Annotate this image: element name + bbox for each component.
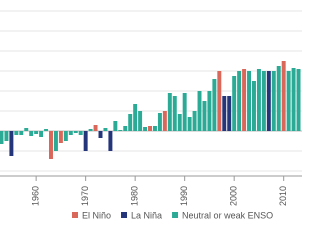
- bar: [237, 71, 242, 131]
- bar: [39, 131, 44, 137]
- bar: [232, 76, 237, 131]
- bar: [88, 129, 93, 131]
- bar: [4, 131, 9, 141]
- bar: [98, 131, 103, 138]
- legend-label: La Niña: [131, 210, 162, 220]
- bar: [242, 69, 247, 131]
- bar: [192, 111, 197, 131]
- bar: [44, 129, 49, 131]
- bar: [266, 71, 271, 131]
- bar: [49, 131, 53, 159]
- bar: [152, 126, 157, 131]
- bar: [251, 81, 256, 131]
- bar: [19, 131, 24, 135]
- bar: [202, 101, 207, 131]
- x-tick-label: 1960: [31, 186, 41, 206]
- legend-label: Neutral or weak ENSO: [182, 210, 273, 220]
- x-tick-label: 1980: [130, 186, 140, 206]
- bar: [108, 131, 113, 151]
- bar: [148, 126, 152, 131]
- bar: [14, 131, 19, 135]
- bar: [217, 71, 222, 131]
- bar: [34, 131, 39, 134]
- bar: [247, 71, 252, 131]
- legend-swatch: [172, 212, 179, 218]
- legend-swatch: [72, 212, 78, 218]
- bar: [261, 71, 266, 131]
- bar: [133, 104, 138, 131]
- bar: [271, 71, 276, 131]
- x-tick-label: 1970: [80, 186, 90, 206]
- bar: [296, 69, 301, 131]
- bar: [93, 125, 98, 131]
- bar: [58, 131, 63, 143]
- bar: [83, 131, 88, 151]
- bar: [197, 91, 202, 131]
- bar: [167, 93, 172, 131]
- bar: [187, 117, 192, 131]
- bar: [53, 131, 58, 151]
- bar: [103, 128, 108, 131]
- bar: [138, 111, 143, 131]
- bar: [24, 128, 29, 131]
- bar: [118, 130, 123, 131]
- bar: [172, 96, 177, 131]
- bar: [68, 131, 73, 135]
- bar: [162, 111, 167, 131]
- bar: [291, 68, 296, 131]
- x-tick-label: 2000: [229, 186, 239, 206]
- bar: [286, 71, 291, 131]
- bar: [227, 96, 232, 131]
- bar: [128, 114, 133, 131]
- bar: [212, 79, 217, 131]
- bar: [256, 69, 261, 131]
- bar: [281, 61, 286, 131]
- bar: [207, 91, 212, 131]
- bar: [157, 113, 162, 131]
- x-tick-label: 1990: [179, 186, 189, 206]
- bar: [73, 131, 78, 133]
- legend-label: El Niño: [82, 210, 111, 220]
- bar: [143, 127, 148, 131]
- bar: [222, 96, 227, 131]
- bar: [0, 131, 4, 144]
- legend-swatch: [121, 212, 128, 218]
- x-tick-label: 2010: [278, 186, 288, 206]
- bar: [29, 131, 34, 136]
- bar: [177, 114, 182, 131]
- bar: [113, 121, 118, 131]
- bar: [123, 126, 128, 131]
- bar: [182, 93, 187, 131]
- bar: [9, 131, 14, 156]
- chart: 1960 1970 1980 1990 2000 2010 El Niño La Niña Ne…: [0, 10, 302, 220]
- bar: [78, 131, 83, 135]
- bar: [276, 66, 281, 131]
- bar: [63, 131, 68, 141]
